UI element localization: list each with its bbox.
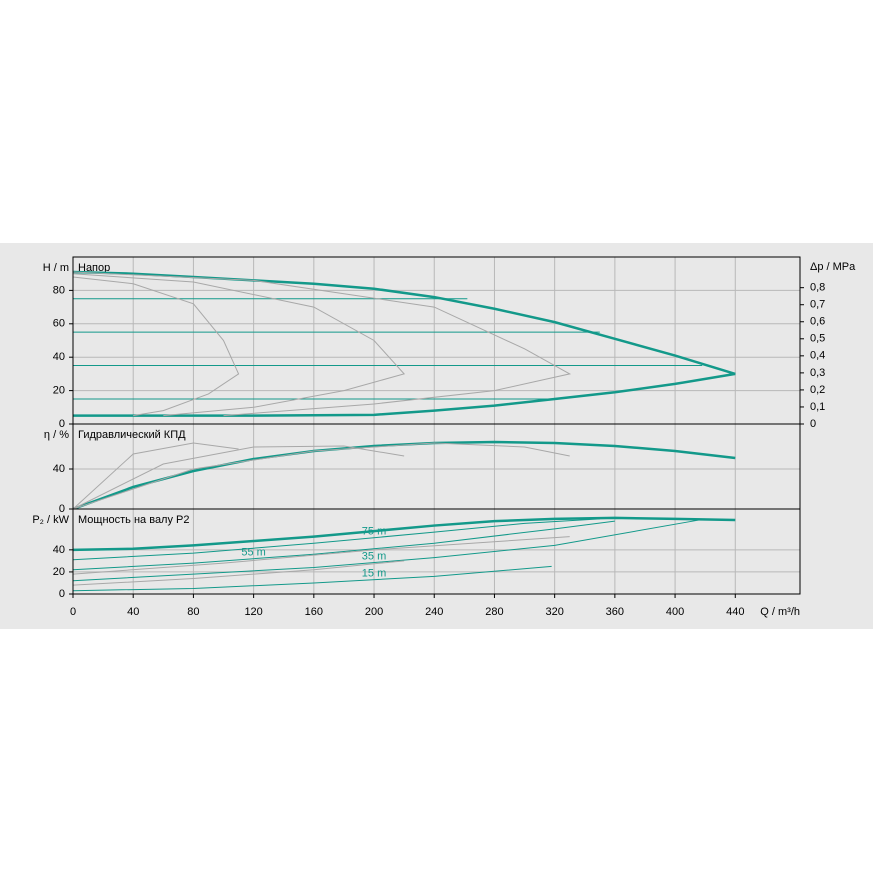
- y2-tick-label: 0,6: [810, 316, 825, 328]
- y-axis-label: η / %: [44, 429, 69, 441]
- plot-frame: [72, 508, 801, 595]
- series-label: 35 m: [362, 550, 386, 562]
- series-line: [72, 518, 600, 561]
- y-tick-label: 40: [53, 544, 65, 556]
- x-tick-label: 40: [127, 606, 139, 618]
- x-tick-label: 320: [545, 606, 563, 618]
- plot-area: [73, 424, 800, 509]
- series-line: [72, 270, 736, 376]
- y-tick-label: 40: [53, 463, 65, 475]
- y2-tick-label: 0,4: [810, 350, 825, 362]
- series-line: [72, 516, 736, 552]
- x-tick-label: 240: [425, 606, 443, 618]
- y2-axis-label: Δp / MPa: [810, 261, 856, 273]
- y-axis-label: P₂ / kW: [32, 514, 69, 526]
- series-line: [72, 445, 405, 510]
- y-axis-label: H / m: [43, 262, 69, 274]
- x-tick-label: 280: [485, 606, 503, 618]
- y-tick-label: 60: [53, 318, 65, 330]
- y2-tick-label: 0,1: [810, 401, 825, 413]
- y-tick-label: 20: [53, 566, 65, 578]
- y-tick-label: 0: [59, 503, 65, 515]
- panel-title: Гидравлический КПД: [78, 429, 186, 441]
- x-tick-label: 80: [187, 606, 199, 618]
- y2-tick-label: 0: [810, 418, 816, 430]
- y-tick-label: 20: [53, 385, 65, 397]
- series-line: [72, 442, 239, 510]
- x-tick-label: 200: [365, 606, 383, 618]
- series-line: [72, 276, 240, 417]
- panel-title: Мощность на валу P2: [78, 514, 190, 526]
- panel-title: Напор: [78, 262, 110, 274]
- series-label: 55 m: [241, 547, 265, 559]
- y2-tick-label: 0,2: [810, 384, 825, 396]
- series-line: [72, 273, 406, 417]
- series-label: 15 m: [362, 568, 386, 580]
- x-tick-label: 440: [726, 606, 744, 618]
- y2-tick-label: 0,8: [810, 282, 825, 294]
- series-line: [72, 442, 570, 510]
- x-tick-label: 360: [606, 606, 624, 618]
- y-tick-label: 40: [53, 351, 65, 363]
- x-tick-label: 120: [244, 606, 262, 618]
- y-tick-label: 0: [59, 418, 65, 430]
- series-line: [72, 520, 615, 571]
- series-line: [72, 536, 570, 575]
- x-tick-label: 160: [305, 606, 323, 618]
- series-line: [73, 372, 736, 417]
- series-line: [72, 565, 552, 592]
- series-line: [72, 560, 405, 586]
- x-tick-label: 400: [666, 606, 684, 618]
- y-tick-label: 0: [59, 588, 65, 600]
- series-label: 75 m: [362, 526, 386, 538]
- series-line: [72, 518, 706, 582]
- y-tick-label: 80: [53, 284, 65, 296]
- x-tick-label: 0: [70, 606, 76, 618]
- y2-tick-label: 0,5: [810, 333, 825, 345]
- y2-tick-label: 0,3: [810, 367, 825, 379]
- series-line: [72, 271, 572, 417]
- plot-area: [73, 257, 800, 424]
- y2-tick-label: 0,7: [810, 299, 825, 311]
- x-axis-label: Q / m³/h: [760, 606, 800, 618]
